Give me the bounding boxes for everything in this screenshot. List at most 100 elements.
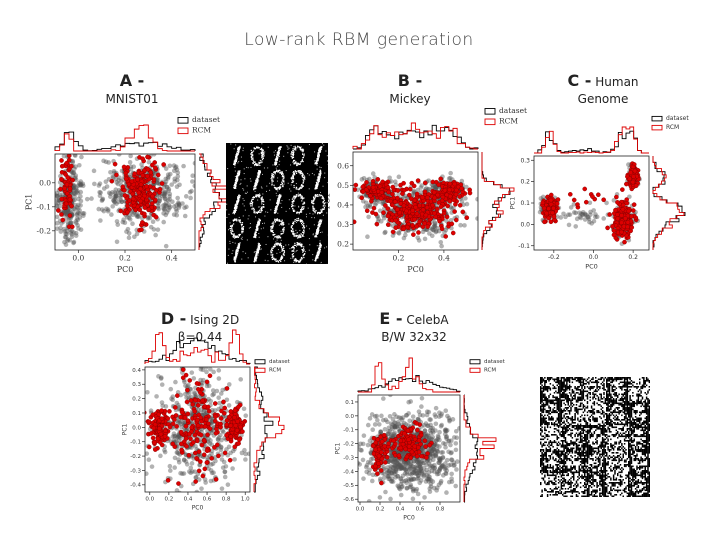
model-point: [195, 402, 201, 408]
dataset-point: [381, 396, 386, 401]
y-axis-label: PC1: [122, 424, 129, 436]
model-point: [406, 444, 412, 449]
model-point: [628, 170, 633, 175]
model-point: [615, 216, 620, 222]
dataset-point: [209, 470, 215, 476]
model-point: [174, 424, 179, 429]
dataset-point: [389, 479, 394, 484]
dataset-point: [412, 465, 417, 470]
model-point: [453, 191, 459, 197]
dataset-point: [571, 210, 577, 215]
dataset-point: [434, 447, 440, 452]
model-point: [198, 432, 204, 438]
panel-e-name-inline: CelebA: [406, 313, 449, 327]
dataset-point: [126, 215, 132, 221]
model-point: [385, 185, 391, 190]
dataset-point: [411, 476, 417, 482]
dataset-point: [70, 158, 76, 164]
dataset-point: [74, 189, 79, 195]
dataset-point: [178, 435, 183, 441]
legend-model-label: RCM: [666, 124, 679, 131]
dataset-point: [198, 377, 203, 383]
dataset-point: [184, 462, 190, 467]
dataset-point: [98, 190, 103, 195]
dataset-point: [449, 457, 454, 462]
dataset-point: [392, 457, 398, 462]
model-point: [374, 221, 380, 227]
model-point: [400, 191, 405, 196]
model-point: [550, 210, 555, 216]
model-point: [378, 449, 384, 455]
model-point: [452, 181, 458, 187]
dataset-point: [177, 420, 183, 426]
model-point: [615, 212, 620, 217]
dataset-point: [70, 173, 76, 178]
model-points-c: [540, 161, 641, 245]
dataset-point: [156, 203, 161, 209]
dataset-point: [185, 384, 190, 389]
model-point: [383, 460, 388, 465]
model-point: [432, 195, 437, 201]
dataset-point: [108, 194, 113, 199]
dataset-point: [113, 191, 119, 197]
dataset-point: [442, 229, 447, 235]
dataset-point: [182, 213, 188, 219]
model-points-a: [56, 154, 166, 233]
dataset-point: [417, 412, 423, 418]
model-point: [232, 415, 237, 420]
dataset-point: [437, 437, 442, 443]
dataset-point: [449, 479, 455, 484]
panel-d-name-inline: Ising 2D: [190, 313, 240, 327]
dataset-point: [172, 179, 178, 184]
model-point: [179, 447, 184, 453]
x-tick-label: 0.4: [166, 254, 178, 263]
dataset-point: [81, 211, 87, 216]
model-point: [401, 226, 407, 232]
model-point: [583, 199, 589, 205]
dataset-point: [62, 209, 68, 214]
dataset-point: [216, 395, 221, 400]
dataset-point: [398, 476, 404, 481]
dataset-point: [184, 395, 189, 400]
dataset-point: [392, 420, 398, 426]
model-point: [63, 201, 69, 207]
dataset-point: [204, 369, 209, 375]
dataset-point: [410, 470, 415, 476]
dataset-point: [131, 164, 137, 170]
dataset-point: [568, 205, 574, 210]
dataset-point: [213, 458, 218, 464]
dataset-point: [71, 185, 76, 191]
celeba-sample: [606, 425, 629, 450]
dataset-point: [464, 201, 470, 207]
model-point: [144, 184, 149, 189]
model-point: [353, 182, 359, 188]
model-point: [375, 437, 381, 442]
dataset-point: [442, 431, 448, 437]
dataset-point: [155, 180, 160, 186]
model-point: [447, 198, 453, 204]
dataset-point: [124, 229, 129, 234]
dataset-point: [429, 233, 435, 239]
panel-e-letter: E -: [379, 309, 403, 328]
dataset-point: [75, 210, 81, 216]
model-point: [353, 219, 357, 225]
dataset-point: [438, 423, 444, 429]
dataset-point: [78, 198, 84, 204]
model-point: [381, 432, 387, 438]
dataset-point: [364, 469, 369, 475]
dataset-point: [392, 471, 398, 477]
dataset-point: [418, 190, 424, 195]
dataset-point: [388, 458, 394, 463]
dataset-point: [149, 464, 155, 469]
dataset-point: [101, 158, 106, 164]
dataset-point: [55, 198, 60, 203]
dataset-point: [194, 489, 200, 492]
dataset-point: [190, 357, 195, 362]
dataset-point: [416, 238, 422, 243]
model-point: [194, 456, 199, 461]
model-point: [427, 442, 433, 448]
dataset-point: [414, 476, 420, 482]
mnist-sample: [287, 144, 305, 167]
y-tick-label: -0.3: [130, 468, 141, 474]
dataset-point: [387, 175, 392, 181]
